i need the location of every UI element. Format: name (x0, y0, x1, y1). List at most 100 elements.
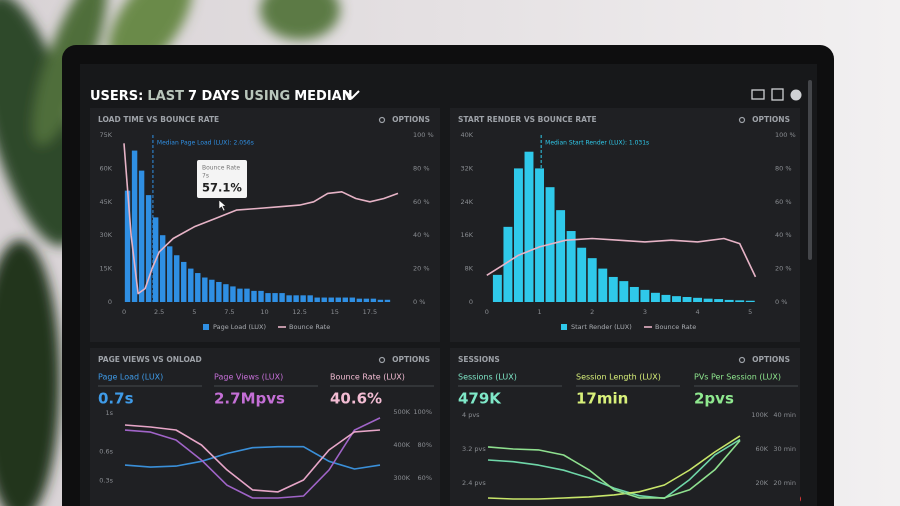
y3-tick-label: 20 min (773, 479, 796, 487)
bar (307, 295, 313, 302)
x-tick-label: 7.5 (224, 308, 234, 316)
y-tick-label: 60K (99, 164, 112, 172)
bar (251, 290, 257, 302)
bar (166, 246, 173, 302)
bar (556, 210, 566, 302)
bar (682, 296, 692, 302)
kpi-value: 0.7s (98, 390, 134, 408)
tooltip-box (197, 160, 247, 198)
y2-tick-label: 20 % (413, 265, 430, 273)
y2-tick-label: 80 % (775, 164, 792, 172)
bar (370, 298, 377, 302)
panel-title: LOAD TIME VS BOUNCE RATE (98, 115, 219, 124)
bar (672, 296, 681, 302)
options-icon[interactable] (378, 116, 386, 124)
options-button[interactable]: OPTIONS (752, 115, 790, 124)
bar (300, 295, 306, 302)
bar (230, 286, 236, 302)
bar (131, 150, 138, 302)
legend-label: Bounce Rate (655, 323, 696, 331)
panel-title: START RENDER VS BOUNCE RATE (458, 115, 597, 124)
title-part: 7 DAYS (188, 89, 240, 104)
series-line (124, 417, 381, 499)
y-tick-label: 0.6s (99, 448, 113, 456)
title-part: USERS: (90, 89, 143, 104)
x-tick-label: 2 (590, 308, 594, 316)
tooltip-value: 57.1% (202, 181, 242, 195)
bar (598, 268, 608, 302)
kpi-label: Page Load (LUX) (98, 373, 163, 382)
bar (619, 281, 629, 302)
title-part: LAST (147, 89, 184, 104)
bar (258, 290, 264, 302)
bar (724, 299, 734, 302)
y2-tick-label: 100 % (413, 131, 434, 139)
bar (272, 293, 278, 302)
bar (566, 231, 576, 302)
bar (223, 284, 229, 302)
y2-tick-label: 40 % (413, 231, 430, 239)
title-part: MEDIAN (294, 89, 352, 104)
bar (577, 247, 587, 302)
bar (356, 298, 363, 302)
x-tick-label: 0 (122, 308, 126, 316)
legend-swatch (203, 324, 209, 330)
y2-tick-label: 60 % (413, 198, 430, 206)
options-icon[interactable] (738, 356, 746, 364)
y2-tick-label: 60 % (775, 198, 792, 206)
bar (629, 286, 639, 302)
bar (608, 276, 618, 302)
y2-tick-label: 20 % (775, 265, 792, 273)
scrollbar[interactable] (808, 80, 812, 260)
y-tick-label: 0 (469, 298, 473, 306)
y-tick-label: 1s (105, 409, 113, 417)
bar (195, 273, 201, 302)
help-icon[interactable] (790, 89, 802, 101)
bar (244, 288, 250, 302)
y-tick-label: 30K (99, 231, 112, 239)
y-tick-label: 16K (460, 231, 473, 239)
y3-tick-label: 100% (413, 408, 432, 416)
series-line (487, 435, 741, 500)
y-tick-label: 4 pvs (462, 411, 480, 419)
median-label: Median Start Render (LUX): 1.031s (545, 140, 649, 147)
y-tick-label: 40K (460, 131, 473, 139)
cursor (218, 199, 227, 212)
options-button[interactable]: OPTIONS (392, 115, 430, 124)
x-tick-label: 10 (260, 308, 268, 316)
bar (503, 226, 513, 302)
x-tick-label: 4 (695, 308, 699, 316)
y-tick-label: 8K (465, 265, 474, 273)
bar (159, 235, 166, 302)
series-line (487, 438, 741, 500)
bar (513, 168, 523, 302)
x-tick-label: 12.5 (292, 308, 306, 316)
bar (363, 298, 370, 302)
bar (138, 170, 145, 302)
kpi-value: 17min (576, 390, 628, 408)
series-line (124, 424, 381, 493)
x-tick-label: 5 (192, 308, 196, 316)
y-tick-label: 15K (99, 265, 112, 273)
options-button[interactable]: OPTIONS (392, 355, 430, 364)
legend-label: Page Load (LUX) (213, 323, 266, 331)
image-icon[interactable] (771, 88, 784, 101)
options-button[interactable]: OPTIONS (752, 355, 790, 364)
y2-tick-label: 20K (755, 479, 768, 487)
y-tick-label: 32K (460, 164, 473, 172)
y3-tick-label: 30 min (773, 445, 796, 453)
monitor-icon[interactable] (751, 89, 765, 100)
y-tick-label: 75K (99, 131, 112, 139)
x-tick-label: 15 (331, 308, 339, 316)
y-tick-label: 0 (108, 298, 112, 306)
bar (237, 288, 243, 302)
title-part: USING (244, 89, 290, 104)
dropdown-chevron[interactable] (344, 90, 360, 100)
options-icon[interactable] (738, 116, 746, 124)
y2-tick-label: 300K (393, 474, 410, 482)
bar (188, 268, 194, 302)
options-icon[interactable] (378, 356, 386, 364)
x-tick-label: 0 (485, 308, 489, 316)
bar (377, 299, 384, 302)
